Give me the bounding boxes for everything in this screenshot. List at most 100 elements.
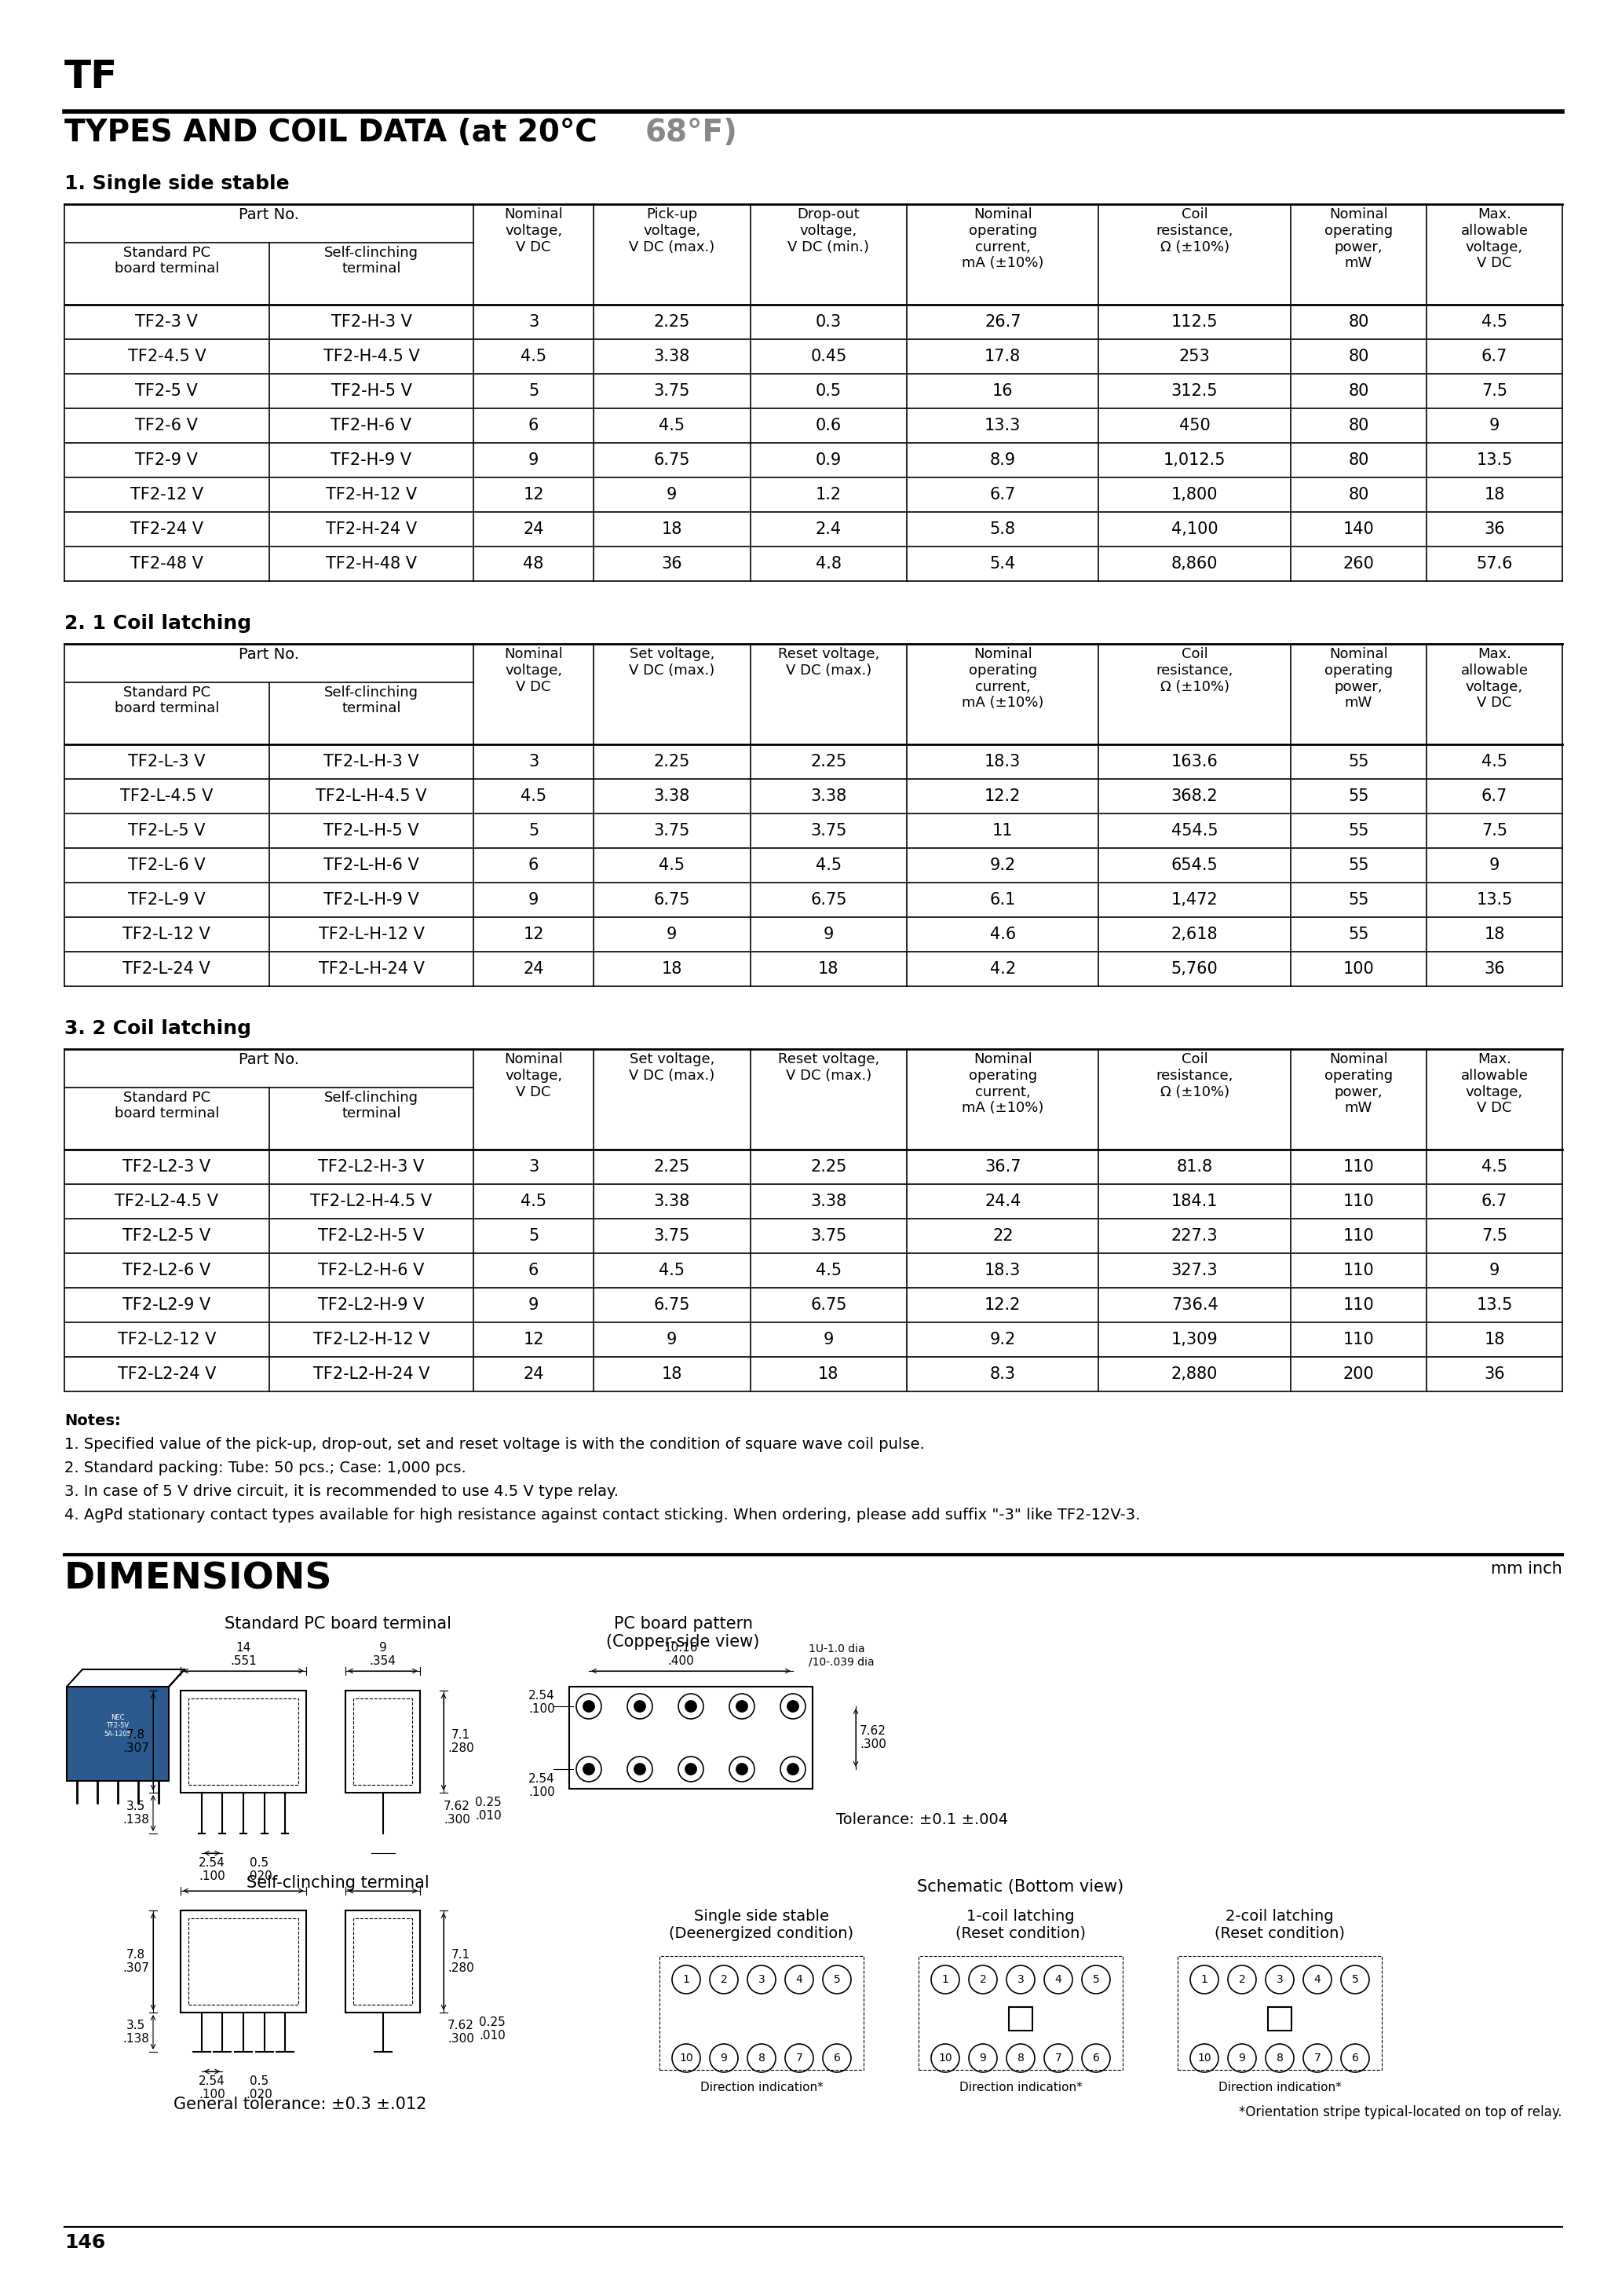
Text: TF2-L2-3 V: TF2-L2-3 V (123, 1159, 211, 1176)
Text: Self-clinching
terminal: Self-clinching terminal (324, 1091, 418, 1120)
Text: 3. 2 Coil latching: 3. 2 Coil latching (65, 1019, 251, 1038)
Text: 3.75: 3.75 (811, 822, 847, 838)
Text: Self-clinching
terminal: Self-clinching terminal (324, 684, 418, 716)
Text: 9: 9 (529, 893, 539, 907)
Text: 6: 6 (529, 418, 539, 434)
Text: 17.8: 17.8 (985, 349, 1020, 365)
Text: 4.2: 4.2 (989, 962, 1015, 976)
Text: 4.5: 4.5 (816, 856, 842, 872)
Text: 2: 2 (980, 1975, 986, 1986)
Text: 7.1
.280: 7.1 .280 (448, 1949, 474, 1975)
Text: 654.5: 654.5 (1171, 856, 1218, 872)
Text: 1. Specified value of the pick-up, drop-out, set and reset voltage is with the c: 1. Specified value of the pick-up, drop-… (65, 1437, 925, 1451)
Text: 5: 5 (1351, 1975, 1359, 1986)
Text: 9: 9 (1489, 418, 1500, 434)
Text: 3.75: 3.75 (654, 383, 689, 400)
Text: 9: 9 (824, 1332, 834, 1348)
Text: NEC
TF2-5V
5A-1205: NEC TF2-5V 5A-1205 (104, 1715, 131, 1738)
Text: 9: 9 (824, 928, 834, 941)
Text: TF2-L-H-24 V: TF2-L-H-24 V (318, 962, 425, 976)
Text: 18: 18 (662, 962, 683, 976)
Text: 6: 6 (834, 2053, 840, 2064)
Text: 5.4: 5.4 (989, 556, 1015, 572)
Text: TF2-L2-12 V: TF2-L2-12 V (117, 1332, 216, 1348)
Text: 9: 9 (980, 2053, 986, 2064)
Text: 0.3: 0.3 (816, 315, 842, 331)
Text: 8: 8 (1277, 2053, 1283, 2064)
Text: 2. 1 Coil latching: 2. 1 Coil latching (65, 613, 251, 634)
Text: 3.38: 3.38 (811, 1194, 847, 1210)
Text: 80: 80 (1348, 383, 1369, 400)
Text: 18.3: 18.3 (985, 1263, 1020, 1279)
Text: 10: 10 (680, 2053, 693, 2064)
Text: Coil
resistance,
Ω (±10%): Coil resistance, Ω (±10%) (1156, 1052, 1233, 1100)
Bar (1178, 1956, 1382, 2071)
Text: Nominal
operating
power,
mW: Nominal operating power, mW (1324, 647, 1393, 709)
Text: Max.
allowable
voltage,
V DC: Max. allowable voltage, V DC (1461, 1052, 1528, 1116)
Text: Standard PC board terminal: Standard PC board terminal (224, 1616, 451, 1632)
Text: 10.16
.400: 10.16 .400 (663, 1642, 697, 1667)
Text: 4.8: 4.8 (816, 556, 842, 572)
Text: 18: 18 (817, 1366, 839, 1382)
Text: TF2-L2-9 V: TF2-L2-9 V (123, 1297, 211, 1313)
Text: 36: 36 (662, 556, 683, 572)
Text: 7: 7 (1314, 2053, 1320, 2064)
Text: TF2-L-9 V: TF2-L-9 V (128, 893, 206, 907)
Text: 112.5: 112.5 (1171, 315, 1218, 331)
Text: 6.75: 6.75 (654, 893, 689, 907)
Text: 3: 3 (1277, 1975, 1283, 1986)
Text: 450: 450 (1179, 418, 1210, 434)
Text: 0.45: 0.45 (811, 349, 847, 365)
Text: 3: 3 (757, 1975, 766, 1986)
Text: 1: 1 (942, 1975, 949, 1986)
Text: 7.1
.280: 7.1 .280 (448, 1729, 474, 1754)
Text: 5: 5 (529, 1228, 539, 1244)
Text: 4: 4 (1314, 1975, 1320, 1986)
Text: 2.25: 2.25 (811, 753, 847, 769)
Text: 184.1: 184.1 (1171, 1194, 1218, 1210)
Text: Part No.: Part No. (238, 207, 298, 223)
Text: 0.5
.020: 0.5 .020 (247, 2076, 272, 2101)
Text: Coil
resistance,
Ω (±10%): Coil resistance, Ω (±10%) (1156, 207, 1233, 255)
Text: TF2-H-9 V: TF2-H-9 V (331, 452, 412, 468)
Text: 3.38: 3.38 (811, 788, 847, 804)
Text: 7.62
.300: 7.62 .300 (443, 1800, 470, 1825)
Text: Tolerance: ±0.1 ±.004: Tolerance: ±0.1 ±.004 (835, 1812, 1009, 1828)
Text: TF2-L-6 V: TF2-L-6 V (128, 856, 206, 872)
Text: Reset voltage,
V DC (max.): Reset voltage, V DC (max.) (779, 1052, 879, 1084)
Text: Standard PC
board terminal: Standard PC board terminal (114, 684, 219, 716)
Text: Notes:: Notes: (65, 1414, 120, 1428)
Text: 2,880: 2,880 (1171, 1366, 1218, 1382)
Text: 0.6: 0.6 (816, 418, 842, 434)
Text: 4.5: 4.5 (659, 856, 684, 872)
Text: 1.2: 1.2 (816, 487, 842, 503)
Text: 18: 18 (1484, 1332, 1505, 1348)
Text: 55: 55 (1348, 753, 1369, 769)
Text: 3. In case of 5 V drive circuit, it is recommended to use 4.5 V type relay.: 3. In case of 5 V drive circuit, it is r… (65, 1483, 618, 1499)
Text: 8.9: 8.9 (989, 452, 1015, 468)
Text: 7.5: 7.5 (1481, 822, 1507, 838)
Text: 12: 12 (524, 487, 543, 503)
Text: 253: 253 (1179, 349, 1210, 365)
Text: 327.3: 327.3 (1171, 1263, 1218, 1279)
Text: 1,800: 1,800 (1171, 487, 1218, 503)
Text: Nominal
operating
power,
mW: Nominal operating power, mW (1324, 207, 1393, 271)
Text: 48: 48 (524, 556, 543, 572)
Text: 110: 110 (1343, 1228, 1374, 1244)
Circle shape (787, 1763, 798, 1775)
Text: TF2-H-12 V: TF2-H-12 V (326, 487, 417, 503)
Text: 1: 1 (1200, 1975, 1208, 1986)
Text: 7.5: 7.5 (1481, 1228, 1507, 1244)
Text: 13.5: 13.5 (1476, 452, 1513, 468)
Text: 2,618: 2,618 (1171, 928, 1218, 941)
Text: 3.75: 3.75 (811, 1228, 847, 1244)
Text: 2.25: 2.25 (811, 1159, 847, 1176)
Text: 6: 6 (529, 1263, 539, 1279)
Text: 24.4: 24.4 (985, 1194, 1020, 1210)
Text: Nominal
operating
current,
mA (±10%): Nominal operating current, mA (±10%) (962, 1052, 1045, 1116)
Text: PC board pattern
(Copper-side view): PC board pattern (Copper-side view) (607, 1616, 759, 1651)
Text: TF: TF (65, 57, 118, 96)
Text: Nominal
voltage,
V DC: Nominal voltage, V DC (504, 1052, 563, 1100)
Text: 2.54
.100: 2.54 .100 (200, 1857, 225, 1883)
Text: TF2-L-H-5 V: TF2-L-H-5 V (323, 822, 418, 838)
